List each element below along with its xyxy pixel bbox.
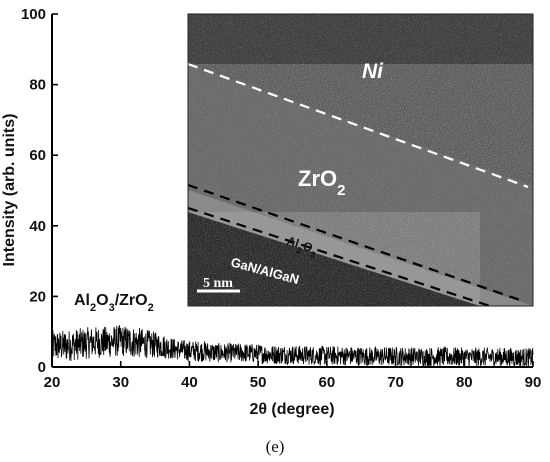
substrate-region <box>188 212 480 306</box>
zro2-al2o3-interface <box>188 183 521 302</box>
y-tick-label: 0 <box>38 359 46 376</box>
y-tick-label: 40 <box>29 218 46 235</box>
x-tick-label: 60 <box>319 374 336 391</box>
inset-label-al2o3: Al2O3 <box>284 234 319 261</box>
x-tick-label: 30 <box>112 374 129 391</box>
y-tick-label: 60 <box>29 147 46 164</box>
scale-bar-label: 5 nm <box>203 276 233 291</box>
x-axis-label: 2θ (degree) <box>249 401 334 418</box>
y-tick-label: 80 <box>29 77 46 94</box>
panel-label: (e) <box>266 437 285 456</box>
sample-label: Al2O3/ZrO2 <box>74 292 154 314</box>
x-tick-label: 70 <box>387 374 404 391</box>
inset-label-zro2: ZrO2 <box>298 166 345 199</box>
series-line <box>51 325 534 368</box>
al2o3-gan-interface <box>188 206 491 306</box>
y-tick-label: 100 <box>21 6 46 23</box>
x-ticks: 20 30 40 50 60 70 80 90 <box>44 361 542 391</box>
y-ticks: 0 20 40 60 80 100 <box>21 6 58 376</box>
x-tick-label: 20 <box>44 374 61 391</box>
inset-frame <box>187 13 534 307</box>
tem-inset: Ni ZrO2 Al2O3 GaN/AlGaN 5 nm <box>188 14 533 306</box>
y-axis-label: Intensity (arb. units) <box>1 114 18 267</box>
x-tick-label: 40 <box>181 374 198 391</box>
ni-zro2-interface <box>188 62 529 189</box>
x-tick-label: 90 <box>525 374 542 391</box>
inset-label-ni: Ni <box>362 60 384 83</box>
y-tick-label: 20 <box>29 288 46 305</box>
x-tick-label: 80 <box>456 374 473 391</box>
x-tick-label: 50 <box>250 374 267 391</box>
